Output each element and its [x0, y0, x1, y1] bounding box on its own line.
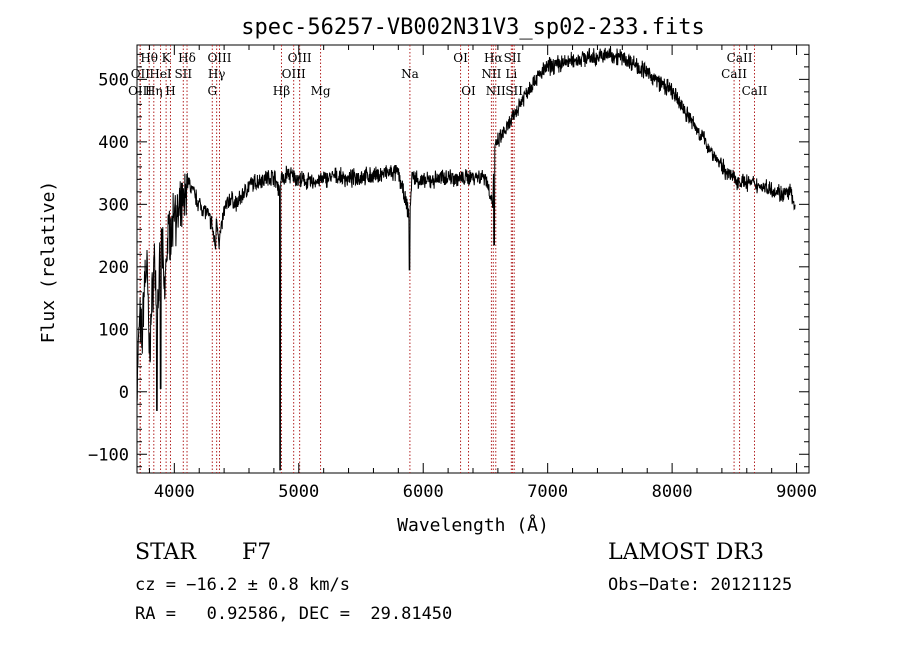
line-label-9: OIII [207, 51, 231, 65]
line-label-11: G [207, 84, 217, 98]
x-tick-label-3: 7000 [527, 482, 568, 502]
line-label-20: SII [504, 51, 522, 65]
y-tick-label-6: 500 [98, 70, 129, 90]
object-subclass: F7 [242, 540, 272, 565]
line-label-2: OIII [128, 84, 152, 98]
line-label-10: Hγ [208, 67, 226, 81]
line-label-23: NII [486, 84, 506, 98]
object-class: STAR [135, 540, 196, 565]
line-label-24: SII [505, 84, 523, 98]
y-tick-label-5: 400 [98, 133, 129, 153]
x-tick-label-0: 4000 [154, 482, 195, 502]
coordinates: RA = 0.92586, DEC = 29.81450 [135, 604, 453, 624]
spectrum-line [136, 45, 796, 471]
line-markers [139, 45, 755, 473]
line-label-8: SII [174, 67, 192, 81]
x-axis-label: Wavelength (Å) [397, 514, 549, 536]
survey-name: LAMOST DR3 [608, 540, 764, 565]
line-label-21: NII [481, 67, 501, 81]
line-label-25: CaII [727, 51, 753, 65]
y-tick-label-3: 200 [98, 258, 129, 278]
axis-ticks: 4000 5000 6000 7000 8000 9000 −100 0 100 200 300 40… [88, 45, 817, 502]
line-label-17: OI [453, 51, 468, 65]
line-label-0: Hθ [140, 51, 158, 65]
line-label-14: OIII [282, 67, 306, 81]
y-tick-label-4: 300 [98, 195, 129, 215]
line-label-3: K [162, 51, 172, 65]
line-label-22: Li [505, 67, 517, 81]
line-label-16: Na [401, 67, 419, 81]
line-label-18: OI [461, 84, 476, 98]
redshift-cz: cz = −16.2 ± 0.8 km/s [135, 575, 350, 595]
line-label-7: Hδ [178, 51, 196, 65]
y-tick-label-2: 100 [98, 320, 129, 340]
x-tick-label-1: 5000 [278, 482, 319, 502]
chart-title: spec-56257-VB002N31V3_sp02-233.fits [241, 15, 705, 40]
line-marker-labels: Hθ OII OIII K HeI Hη H Hδ SII OIII Hγ G Hβ OIII OIII Mg… [128, 51, 768, 98]
x-tick-label-2: 6000 [403, 482, 444, 502]
line-label-15: Mg [311, 84, 331, 98]
line-label-6: H [165, 84, 175, 98]
line-label-12: Hβ [273, 84, 290, 98]
y-tick-label-1: 0 [119, 383, 129, 403]
line-label-1: OII [131, 67, 151, 81]
x-tick-label-4: 8000 [652, 482, 693, 502]
spectrum-series [136, 45, 796, 471]
y-tick-label-0: −100 [88, 445, 129, 465]
line-label-26: CaII [721, 67, 747, 81]
x-tick-label-5: 9000 [776, 482, 817, 502]
line-label-13: OIII [288, 51, 312, 65]
line-label-27: CaII [742, 84, 768, 98]
y-axis-label: Flux (relative) [38, 181, 59, 344]
observation-date: Obs−Date: 20121125 [608, 575, 793, 595]
line-label-5: Hη [145, 84, 163, 98]
plot-frame [136, 44, 810, 474]
line-label-19: Hα [484, 51, 503, 65]
line-label-4: HeI [149, 67, 172, 81]
